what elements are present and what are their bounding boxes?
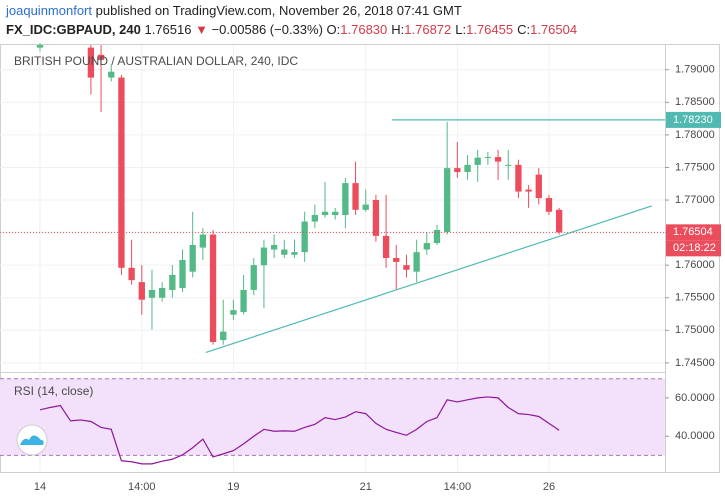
frame [0,44,720,473]
candle-body [189,244,196,272]
candle-body [352,183,359,210]
ohlc: O:1.76830 H:1.76872 L:1.76455 C:1.76504 [327,22,582,37]
candle-body [474,157,481,165]
price-label-box [666,224,721,241]
symbol-line: FX_IDC:GBPAUD, 240 1.76516 ▼ −0.00586 (−… [6,22,581,37]
candle-body [250,265,257,290]
ohlc-label: H: [391,22,405,37]
ohlc-value: 1.76872 [404,22,452,37]
y-tick-label: 1.75000 [675,324,715,336]
candle-body [179,259,186,288]
y-tick-label: 60.0000 [675,392,715,404]
candle-body [525,189,532,192]
candle-body [423,243,430,250]
rsi-title: RSI (14, close) [14,384,93,398]
candle-body [433,229,441,244]
change: −0.00586 (−0.33%) [211,22,323,37]
rsi-line [39,396,560,465]
rsi-band [0,378,665,456]
candle-body [158,287,166,298]
candle-body [545,198,553,212]
y-tick-label: 1.75500 [675,292,715,304]
candle-body [260,247,268,266]
candle-body [535,174,542,199]
trend-line [205,205,652,354]
ohlc-label: C: [517,22,531,37]
x-tick-label: 19 [227,481,239,493]
candle-body [281,249,288,255]
y-tick-label: 1.77000 [675,194,715,206]
candle-body [128,267,135,281]
candle-body [97,54,105,60]
candle-body [382,235,390,259]
candle-body [301,221,308,253]
price-label: 1.76504 [673,226,713,238]
price-label: 1.78230 [673,114,713,126]
candle-body [393,258,400,262]
candle-body [332,211,339,216]
candle-body [342,183,349,216]
candle-body [403,265,410,270]
ohlc-value: 1.76504 [530,22,578,37]
countdown-box [666,240,721,257]
y-tick-label: 1.78000 [675,129,715,141]
chart-title: BRITISH POUND / AUSTRALIAN DOLLAR, 240, … [14,54,298,68]
candle-body [230,310,237,315]
x-tick-label: 21 [360,481,372,493]
candle-body [291,252,298,255]
ohlc-value: 1.76455 [466,22,514,37]
y-tick-label: 1.74500 [675,357,715,369]
ohlc-label: L: [455,22,467,37]
x-tick-label: 14:00 [128,481,156,493]
y-tick-label: 1.79000 [675,64,715,76]
x-tick-label: 26 [543,481,555,493]
candle-body [454,168,461,173]
candle-body [36,45,44,48]
candle-body [138,282,145,300]
logo [16,424,48,456]
countdown: 02:18:22 [673,242,716,254]
candle-body [311,215,318,222]
candle-body [484,157,492,159]
published: published on TradingView.com, November 2… [95,3,462,18]
arrow: ▼ [195,22,208,37]
y-tick-label: 40.0000 [675,430,715,442]
candle-body [209,234,217,343]
candle-body [515,164,522,192]
y-tick-label: 1.78500 [675,96,715,108]
candle-body [240,289,247,313]
candle-body [494,157,502,162]
ohlc-label: O: [326,22,341,37]
candle-body [220,331,227,341]
symbol: FX_IDC:GBPAUD, 240 [6,22,141,37]
candle-body [362,204,369,210]
ohlc-value: 1.76830 [340,22,388,37]
candle-body [108,71,115,78]
candle-body [372,200,380,236]
candle-body [270,244,278,250]
x-tick-label: 14:00 [444,481,472,493]
user[interactable]: joaquinmonfort [6,3,92,18]
candle-body [555,209,563,233]
candle-body [444,168,451,232]
candle-body [148,289,156,298]
last: 1.76516 [144,22,192,37]
candle-body [321,211,329,216]
candle-body [464,164,471,173]
candle-body [505,164,512,166]
y-tick-label: 1.77500 [675,161,715,173]
x-tick-label: 14 [34,481,46,493]
y-tick-label: 1.76000 [675,259,715,271]
candle-body [87,47,95,78]
price-label-box [666,111,721,128]
candle-body [199,234,207,248]
candle-body [118,77,125,268]
candle-body [169,274,176,290]
header-line: joaquinmonfort published on TradingView.… [6,3,462,18]
candle-body [413,252,420,272]
